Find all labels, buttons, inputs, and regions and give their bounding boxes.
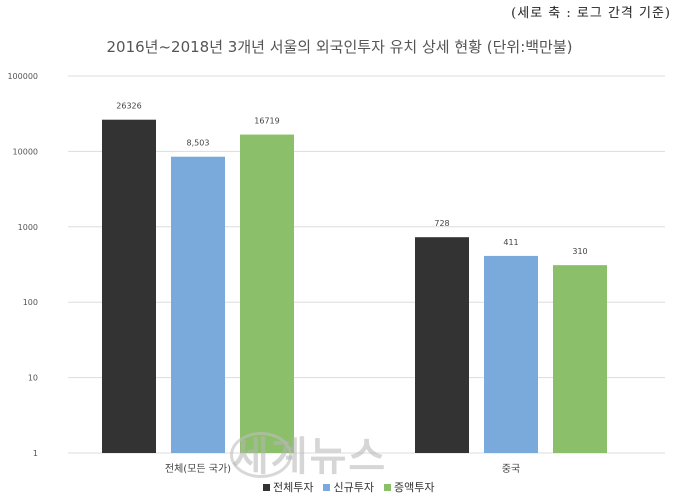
y-tick-label: 100 (23, 298, 38, 307)
watermark: 세계뉴스 (232, 434, 388, 480)
y-tick-label: 10000 (13, 147, 38, 156)
legend-swatch (383, 483, 391, 491)
watermark-logo-icon (230, 432, 292, 478)
axis-scale-note: (세로 축 : 로그 간격 기준) (511, 6, 671, 21)
y-tick-labels: 1 10 100 1000 10000 100000 (7, 72, 38, 458)
bar-value-label: 310 (572, 247, 587, 256)
bars (102, 119, 607, 454)
chart-title: 2016년~2018년 3개년 서울의 외국인투자 유치 상세 현황 (단위:백… (106, 38, 573, 56)
x-tick-labels: 전체(모든 국가) 중국 (165, 463, 520, 475)
bar (553, 265, 607, 453)
legend: 전체투자 신규투자 증액투자 (263, 479, 434, 495)
bar (171, 156, 225, 453)
legend-label: 전체투자 (273, 481, 314, 494)
x-tick-label: 전체(모든 국가) (165, 463, 231, 475)
y-tick-label: 1000 (18, 223, 38, 232)
bar-value-label: 8,503 (187, 139, 210, 148)
bar-value-labels: 26326 8,503 16719 728 411 310 (116, 102, 587, 256)
bar-value-label: 16719 (254, 117, 279, 126)
legend-swatch (263, 483, 270, 491)
y-tick-label: 1 (33, 449, 38, 458)
bar (484, 255, 538, 453)
legend-item-2: 증액투자 (383, 479, 435, 495)
bar (102, 119, 156, 454)
legend-label: 신규투자 (333, 481, 374, 494)
bar (240, 134, 294, 453)
bar (415, 237, 469, 453)
legend-item-0: 전체투자 (263, 479, 313, 495)
legend-item-1: 신규투자 (323, 479, 374, 495)
bar-value-label: 411 (503, 238, 518, 247)
bar-value-label: 26326 (116, 102, 141, 111)
x-tick-label: 중국 (502, 463, 520, 475)
bar-value-label: 728 (434, 219, 449, 228)
legend-label: 증액투자 (393, 481, 435, 494)
legend-swatch (323, 483, 331, 491)
y-tick-label: 10 (28, 374, 38, 383)
y-tick-label: 100000 (7, 72, 38, 81)
